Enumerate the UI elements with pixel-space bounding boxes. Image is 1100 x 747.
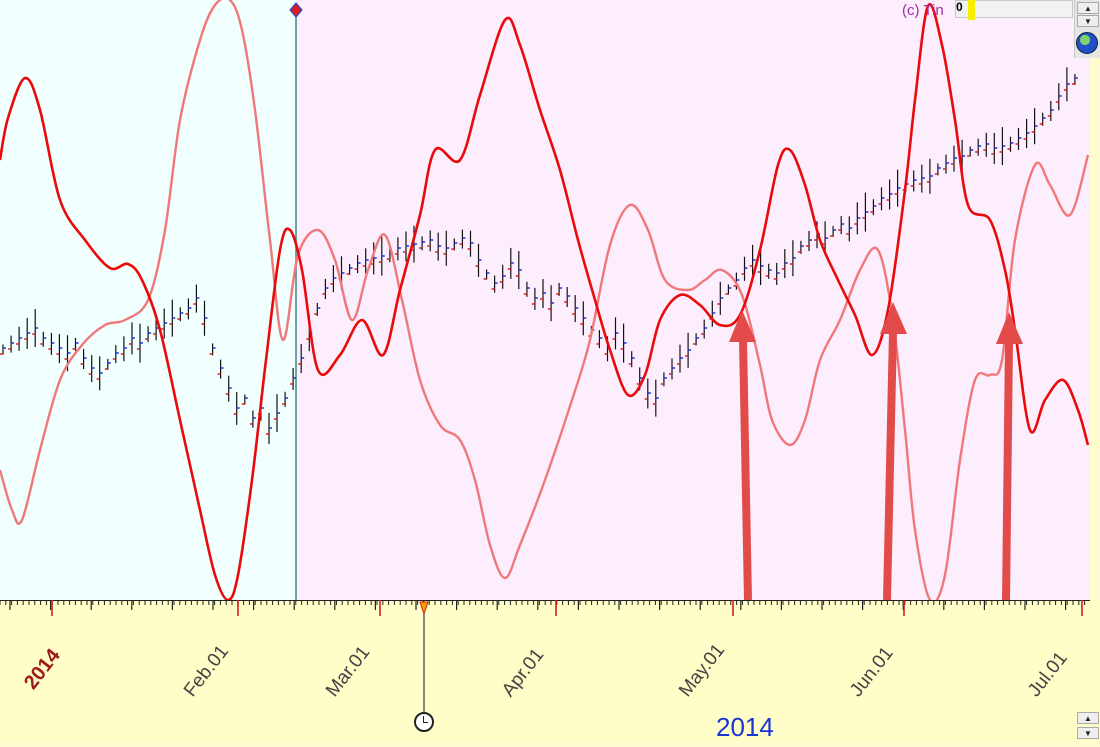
scroll-up-button[interactable]: ▲ — [1077, 2, 1099, 14]
axis-ticks — [0, 600, 1090, 712]
chart-canvas — [0, 0, 1090, 600]
diamond-marker-icon[interactable] — [289, 2, 303, 18]
scroll-down-button[interactable]: ▼ — [1077, 15, 1099, 27]
triangle-down-icon: ▼ — [1084, 728, 1092, 738]
arrow-2 — [880, 302, 907, 600]
cycle-curve-light — [0, 0, 1090, 600]
globe-icon[interactable] — [1076, 32, 1098, 54]
triangle-up-icon: ▲ — [1084, 713, 1092, 723]
axis-scroll-up-button[interactable]: ▲ — [1077, 712, 1099, 724]
triangle-up-icon: ▲ — [1084, 3, 1092, 13]
triangle-down-icon: ▼ — [1084, 16, 1092, 26]
axis-scroll-down-button[interactable]: ▼ — [1077, 727, 1099, 739]
value-readout: 0 — [956, 0, 963, 14]
cursor-marker-icon[interactable] — [419, 601, 429, 616]
bottom-year-label: 2014 — [716, 712, 774, 742]
top-status-bar — [955, 0, 1073, 18]
date-axis — [0, 600, 1100, 742]
arrow-1 — [729, 310, 756, 600]
cycle-curve-dark — [0, 2, 1090, 600]
arrow-3 — [996, 312, 1023, 600]
clock-icon[interactable] — [414, 712, 434, 732]
chart-plot-area[interactable] — [0, 0, 1090, 600]
copyright-text: (c) Tin — [902, 2, 944, 19]
level-indicator — [968, 0, 975, 20]
price-bars — [0, 67, 1078, 444]
